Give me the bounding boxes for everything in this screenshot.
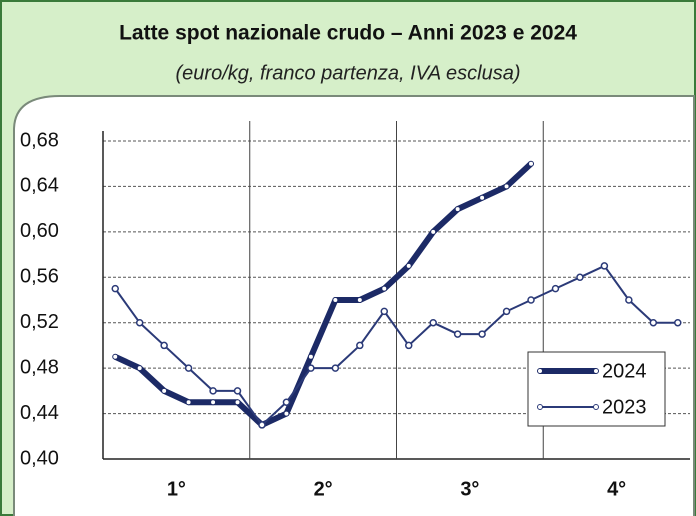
- point-marker: [185, 399, 192, 406]
- point-marker: [478, 330, 486, 338]
- series-line: [114, 264, 678, 426]
- x-tick-label: 3°: [460, 478, 479, 500]
- point-marker: [258, 421, 266, 429]
- point-marker: [429, 318, 437, 327]
- point-marker: [527, 296, 535, 304]
- point-marker: [380, 307, 389, 316]
- y-tick-label: 0,64: [20, 175, 59, 197]
- point-marker: [381, 285, 388, 292]
- point-marker: [282, 398, 291, 406]
- point-marker: [453, 330, 462, 338]
- y-tick-label: 0,52: [20, 311, 59, 333]
- point-marker: [184, 364, 193, 372]
- y-tick-label: 0,68: [20, 129, 59, 151]
- point-marker: [233, 387, 242, 395]
- point-marker: [111, 284, 119, 293]
- point-marker: [356, 297, 363, 303]
- point-marker: [210, 399, 217, 406]
- point-marker: [404, 341, 413, 350]
- legend-marker: [537, 404, 543, 410]
- legend-marker: [593, 404, 599, 410]
- plot-panel: [13, 95, 695, 516]
- point-marker: [479, 194, 486, 201]
- point-marker: [528, 160, 535, 167]
- legend-marker: [537, 368, 543, 374]
- point-marker: [405, 262, 412, 269]
- point-marker: [135, 318, 144, 327]
- legend-box: [527, 351, 666, 427]
- chart-subtitle: (euro/kg, franco partenza, IVA esclusa): [176, 62, 521, 84]
- point-marker: [430, 228, 437, 235]
- point-marker: [112, 353, 119, 360]
- y-tick-label: 0,56: [20, 266, 59, 288]
- point-marker: [307, 353, 314, 360]
- point-marker: [551, 284, 560, 293]
- x-tick-label: 1°: [167, 478, 186, 500]
- legend-marker: [593, 368, 599, 374]
- point-marker: [576, 273, 584, 282]
- y-tick-label: 0,60: [20, 220, 59, 242]
- series-line: [113, 161, 534, 428]
- x-tick-label: 4°: [607, 478, 626, 500]
- point-marker: [234, 399, 241, 406]
- point-marker: [283, 410, 290, 417]
- point-marker: [503, 183, 510, 190]
- chart-title: Latte spot nazionale crudo – Anni 2023 e…: [119, 22, 577, 45]
- point-marker: [454, 206, 461, 213]
- point-marker: [331, 364, 340, 372]
- point-marker: [307, 364, 315, 372]
- y-tick-label: 0,48: [20, 356, 59, 378]
- point-marker: [356, 341, 364, 350]
- y-tick-label: 0,40: [20, 447, 59, 469]
- point-marker: [600, 262, 609, 270]
- point-marker: [160, 341, 168, 350]
- point-marker: [625, 296, 633, 304]
- point-marker: [674, 318, 682, 327]
- y-tick-label: 0,44: [20, 402, 59, 424]
- x-tick-label: 2°: [314, 478, 333, 500]
- point-marker: [502, 307, 511, 316]
- point-marker: [332, 297, 339, 303]
- point-marker: [209, 387, 217, 395]
- point-marker: [161, 387, 168, 394]
- point-marker: [136, 365, 143, 372]
- legend-label: 2024: [602, 360, 647, 382]
- legend-label: 2023: [602, 396, 647, 418]
- point-marker: [649, 318, 658, 327]
